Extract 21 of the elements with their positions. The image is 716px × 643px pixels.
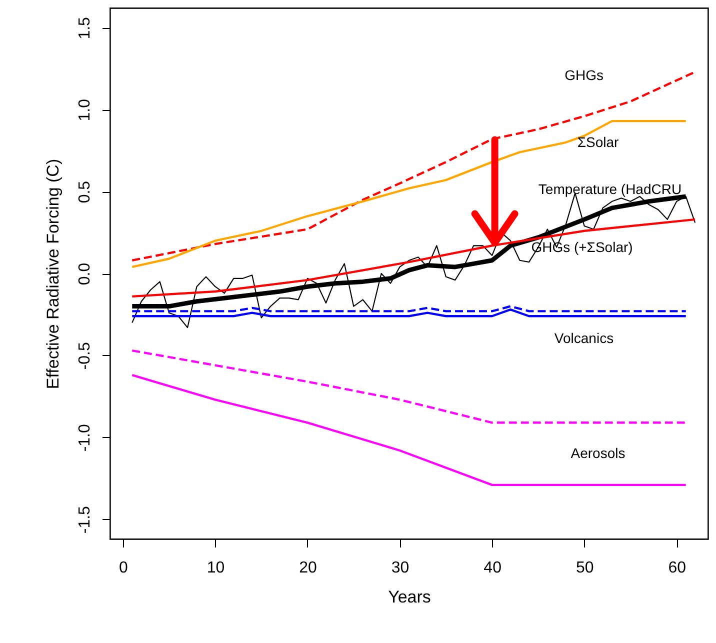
series-label: GHGs [564, 67, 604, 83]
y-tick-label: -0.5 [76, 342, 94, 370]
x-axis-title: Years [388, 588, 431, 606]
y-tick-label: 0.5 [76, 180, 94, 204]
x-tick-label: 0 [118, 560, 128, 576]
y-tick-label: -1.5 [76, 506, 94, 534]
x-tick-label: 30 [391, 560, 410, 576]
x-tick-label: 60 [668, 560, 686, 576]
y-tick-label: 1.5 [76, 16, 94, 40]
series-label: Aerosols [570, 445, 626, 461]
y-tick-label: -1.0 [76, 424, 94, 452]
series-label: ΣSolar [577, 134, 620, 150]
series-label: Temperature (HadCRU [538, 181, 682, 197]
x-tick-label: 20 [299, 560, 317, 576]
y-tick-label: 0.0 [76, 262, 94, 286]
x-tick-label: 40 [484, 560, 502, 576]
y-tick-label: 1.0 [76, 98, 94, 122]
x-tick-label: 50 [576, 560, 594, 576]
x-tick-label: 10 [206, 560, 225, 576]
series-label: Volcanics [554, 330, 614, 346]
y-axis-title: Effective Radiative Forcing (C) [44, 158, 62, 390]
